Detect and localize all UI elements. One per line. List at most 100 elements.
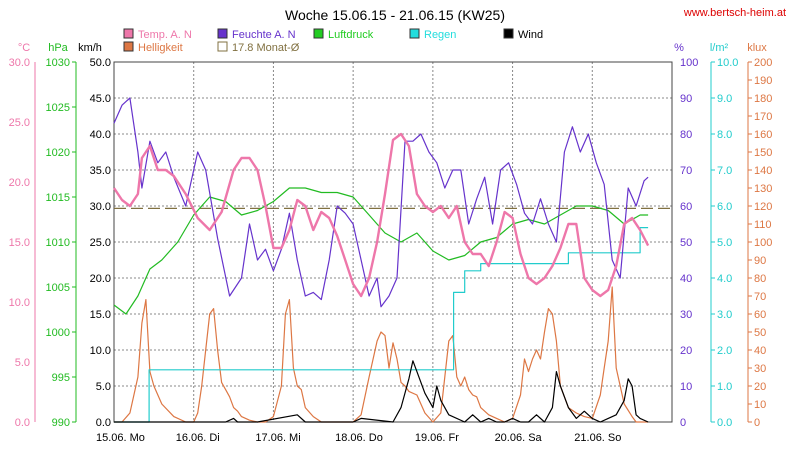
tick-label-rain: 6.0	[717, 201, 732, 213]
tick-label-wind: 0.0	[96, 417, 111, 429]
tick-label-hum: 60	[680, 201, 692, 213]
legend-swatch	[503, 28, 514, 39]
chart-title: Woche 15.06.15 - 21.06.15 (KW25)	[285, 7, 505, 23]
series-line-feuchte-a-n	[113, 97, 649, 308]
legend: Temp. A. N Feuchte A. N Luftdruck Regen Wind…	[123, 28, 543, 54]
right-axes: 01020304050607080901000.01.02.03.04.05.0…	[680, 57, 772, 429]
unit-label-hum: %	[674, 42, 684, 54]
tick-label-lux: 150	[754, 147, 772, 159]
tick-label-wind: 25.0	[90, 237, 111, 249]
tick-label-rain: 0.0	[717, 417, 732, 429]
tick-label-wind: 30.0	[90, 201, 111, 213]
tick-label-press: 990	[52, 417, 70, 429]
tick-label-rain: 9.0	[717, 93, 732, 105]
tick-label-press: 1030	[46, 57, 70, 69]
tick-label-lux: 20	[754, 381, 766, 393]
tick-label-temp: 5.0	[15, 357, 30, 369]
tick-label-wind: 15.0	[90, 309, 111, 321]
tick-label-hum: 0	[680, 417, 686, 429]
tick-label-wind: 50.0	[90, 57, 111, 69]
unit-label-press: hPa	[48, 42, 68, 54]
tick-label-lux: 200	[754, 57, 772, 69]
legend-swatch	[123, 28, 134, 39]
tick-label-wind: 40.0	[90, 129, 111, 141]
left-axes: 0.0 5.0 10.0 15.0 20.0 25.0 30.0 990 995 1000 1005…	[9, 57, 111, 429]
x-tick-label: 15.06. Mo	[96, 432, 145, 444]
tick-label-lux: 130	[754, 183, 772, 195]
tick-label-wind: 20.0	[90, 273, 111, 285]
tick-label-lux: 60	[754, 309, 766, 321]
tick-label-temp: 25.0	[9, 117, 30, 129]
tick-label-lux: 80	[754, 273, 766, 285]
axis-unit-labels: °C hPa km/h% l/m² klux	[18, 42, 767, 54]
x-tick-label: 21.06. So	[574, 432, 621, 444]
series-line-regen	[114, 227, 649, 423]
tick-label-lux: 40	[754, 345, 766, 357]
tick-label-rain: 8.0	[717, 129, 732, 141]
legend-label: 17.8 Monat-Ø	[232, 42, 300, 54]
x-axis: 15.06. Mo 16.06. Di 17.06. Mi 18.06. Do 19.0…	[96, 432, 621, 444]
tick-label-lux: 120	[754, 201, 772, 213]
unit-label-temp: °C	[18, 42, 30, 54]
series-line-luftdruck	[113, 187, 649, 315]
legend-swatch	[123, 41, 134, 52]
legend-swatch	[217, 41, 228, 52]
x-tick-label: 18.06. Do	[335, 432, 383, 444]
tick-label-press: 1015	[46, 192, 70, 204]
tick-label-wind: 5.0	[96, 381, 111, 393]
tick-label-wind: 45.0	[90, 93, 111, 105]
legend-swatch	[313, 28, 324, 39]
tick-label-rain: 2.0	[717, 345, 732, 357]
legend-label: Wind	[518, 29, 543, 41]
tick-label-hum: 40	[680, 273, 692, 285]
tick-label-hum: 90	[680, 93, 692, 105]
tick-label-hum: 30	[680, 309, 692, 321]
tick-label-wind: 10.0	[90, 345, 111, 357]
unit-label-lux: klux	[747, 42, 767, 54]
tick-label-lux: 190	[754, 75, 772, 87]
tick-label-press: 1020	[46, 147, 70, 159]
tick-label-hum: 20	[680, 345, 692, 357]
site-link[interactable]: www.bertsch-heim.at	[683, 7, 786, 19]
tick-label-lux: 10	[754, 399, 766, 411]
legend-label: Helligkeit	[138, 42, 183, 54]
tick-label-rain: 3.0	[717, 309, 732, 321]
tick-label-wind: 35.0	[90, 165, 111, 177]
grid	[113, 61, 673, 423]
tick-label-press: 995	[52, 372, 70, 384]
tick-label-hum: 100	[680, 57, 698, 69]
tick-label-lux: 50	[754, 327, 766, 339]
x-tick-label: 16.06. Di	[176, 432, 220, 444]
legend-swatch	[409, 28, 420, 39]
tick-label-press: 1010	[46, 237, 70, 249]
tick-label-temp: 20.0	[9, 177, 30, 189]
x-tick-label: 17.06. Mi	[255, 432, 300, 444]
tick-label-rain: 10.0	[717, 57, 738, 69]
tick-label-press: 1000	[46, 327, 70, 339]
series-line-helligkeit	[114, 286, 649, 423]
tick-label-temp: 0.0	[15, 417, 30, 429]
tick-label-lux: 30	[754, 363, 766, 375]
tick-label-lux: 90	[754, 255, 766, 267]
tick-label-lux: 70	[754, 291, 766, 303]
tick-label-rain: 5.0	[717, 237, 732, 249]
x-tick-label: 20.06. Sa	[495, 432, 543, 444]
tick-label-lux: 170	[754, 111, 772, 123]
tick-label-lux: 140	[754, 165, 772, 177]
series-line-temp-a-n	[113, 132, 650, 298]
tick-label-hum: 10	[680, 381, 692, 393]
tick-label-lux: 100	[754, 237, 772, 249]
legend-label: Luftdruck	[328, 29, 374, 41]
tick-label-temp: 15.0	[9, 237, 30, 249]
tick-label-rain: 7.0	[717, 165, 732, 177]
tick-label-temp: 10.0	[9, 297, 30, 309]
x-tick-label: 19.06. Fr	[415, 432, 459, 444]
tick-label-hum: 70	[680, 165, 692, 177]
tick-label-lux: 180	[754, 93, 772, 105]
legend-label: Regen	[424, 29, 456, 41]
plot-area	[113, 97, 672, 423]
legend-swatch	[217, 28, 228, 39]
tick-label-lux: 110	[754, 219, 772, 231]
tick-label-hum: 80	[680, 129, 692, 141]
